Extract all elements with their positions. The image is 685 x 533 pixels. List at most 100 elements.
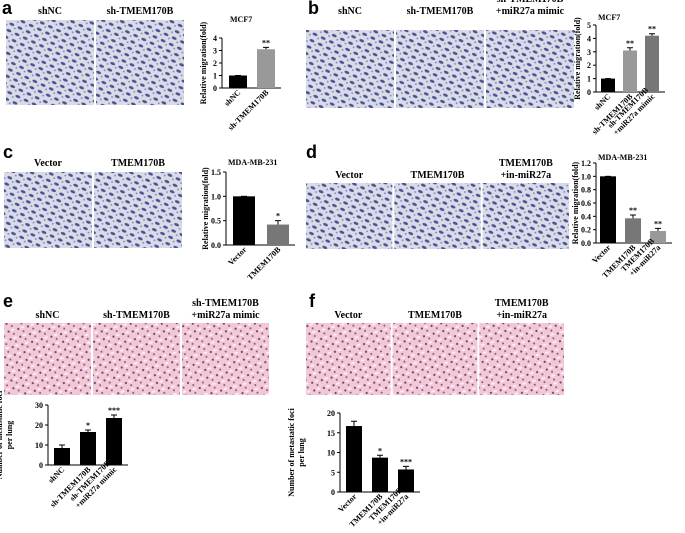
y-tick-label: 0.8 — [581, 186, 591, 195]
y-axis-label: Relative migration(fold) — [199, 21, 208, 104]
y-tick-label: 20 — [327, 409, 335, 418]
y-tick-label: 0 — [39, 461, 43, 470]
micrograph — [4, 323, 91, 395]
error-bar — [403, 465, 409, 470]
micrograph — [482, 183, 569, 249]
panel-label: d — [306, 142, 317, 162]
y-tick-label: 0.2 — [581, 226, 591, 235]
y-tick-label: 3 — [213, 47, 217, 56]
panel-label: e — [3, 291, 13, 311]
micrograph — [392, 323, 478, 395]
image-caption: shNC — [36, 310, 60, 321]
y-tick-label: 1.2 — [581, 159, 591, 168]
image-caption: Vector — [34, 158, 63, 169]
error-bar — [263, 46, 269, 50]
chart-title: MDA-MB-231 — [598, 153, 647, 162]
y-tick-label: 4 — [587, 34, 591, 43]
y-axis-label: Number of metastatic fociper lung — [0, 390, 14, 479]
significance: *** — [108, 406, 120, 415]
micrograph — [93, 323, 180, 395]
significance: ** — [654, 219, 662, 228]
y-tick-label: 1.5 — [211, 168, 221, 177]
image-caption: TMEM170B — [408, 310, 462, 321]
y-tick-label: 15 — [327, 429, 335, 438]
y-axis-label: Number of metastatic fociper lung — [287, 407, 306, 496]
error-bar — [655, 227, 661, 231]
image-caption: Vector — [334, 310, 363, 321]
y-tick-label: 4 — [213, 34, 217, 43]
image-caption: shNC — [338, 6, 362, 17]
error-bar — [630, 214, 636, 219]
error-bar — [377, 454, 383, 458]
micrograph — [486, 30, 574, 108]
error-bar — [351, 420, 357, 427]
image-caption: TMEM170B — [411, 170, 465, 181]
y-tick-label: 20 — [35, 421, 43, 430]
bar — [623, 50, 637, 92]
y-tick-label: 2 — [587, 61, 591, 70]
bar — [233, 196, 255, 245]
y-tick-label: 10 — [327, 449, 335, 458]
bar — [229, 75, 247, 88]
bar — [398, 469, 414, 492]
y-tick-label: 5 — [587, 21, 591, 30]
micrograph — [182, 323, 269, 395]
panel-label: b — [308, 0, 319, 18]
bar — [645, 35, 659, 92]
image-caption: sh-TMEM170B+miR27a mimic — [496, 0, 565, 17]
y-tick-label: 2 — [213, 59, 217, 68]
micrograph — [396, 30, 484, 108]
significance: * — [86, 421, 90, 430]
image-caption: sh-TMEM170B+miR27a mimic — [191, 298, 260, 321]
chart-title: MCF7 — [598, 13, 620, 22]
y-tick-label: 1 — [587, 75, 591, 84]
error-bar — [111, 414, 117, 418]
y-tick-label: 1.0 — [581, 172, 591, 181]
micrograph — [394, 183, 481, 249]
bar — [600, 176, 616, 243]
micrograph — [4, 172, 92, 248]
image-caption: TMEM170B — [111, 158, 165, 169]
error-bar — [85, 429, 91, 432]
panel-label: c — [3, 142, 13, 162]
image-caption: Vector — [335, 170, 364, 181]
bar — [346, 426, 362, 492]
micrograph — [6, 20, 94, 105]
bar — [625, 218, 641, 243]
error-bar — [275, 220, 281, 225]
x-tick-label: shNC — [47, 465, 67, 485]
y-tick-label: 30 — [35, 401, 43, 410]
bar — [372, 457, 388, 492]
y-tick-label: 0 — [331, 488, 335, 497]
x-tick-label: Vector — [226, 245, 248, 267]
micrograph — [96, 20, 184, 105]
chart-title: MDA-MB-231 — [228, 158, 277, 167]
panel-label: a — [2, 0, 13, 18]
bar — [650, 231, 666, 243]
significance: ** — [629, 206, 637, 215]
bar — [106, 418, 122, 465]
y-tick-label: 1.0 — [211, 192, 221, 201]
significance: ** — [626, 39, 634, 48]
image-caption: sh-TMEM170B — [107, 6, 174, 17]
x-tick-label: Vector — [590, 243, 612, 265]
chart-title: MCF7 — [230, 15, 252, 24]
y-axis-label: Relative migration(fold) — [571, 161, 580, 244]
bar — [257, 49, 275, 88]
significance: * — [276, 212, 280, 221]
image-caption: sh-TMEM170B — [103, 310, 170, 321]
x-tick-label: TMEM170B — [246, 245, 283, 282]
x-tick-label: Vector — [336, 492, 358, 514]
image-caption: shNC — [38, 6, 62, 17]
error-bar — [59, 444, 65, 448]
significance: ** — [262, 38, 270, 47]
significance: ** — [648, 25, 656, 34]
y-tick-label: 0 — [213, 84, 217, 93]
panel-label: f — [309, 291, 316, 311]
y-tick-label: 10 — [35, 441, 43, 450]
image-caption: TMEM170B +in-miR27a — [495, 298, 549, 321]
error-bar — [649, 33, 655, 36]
y-tick-label: 0.0 — [211, 241, 221, 250]
micrograph — [479, 323, 564, 395]
